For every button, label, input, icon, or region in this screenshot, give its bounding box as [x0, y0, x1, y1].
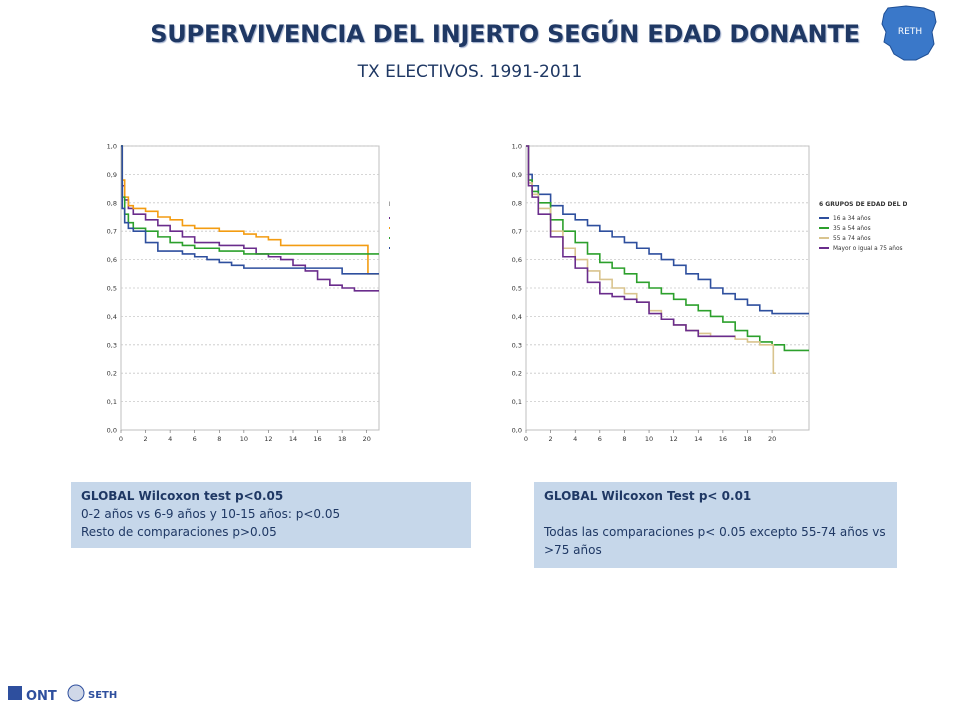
note-left-head: GLOBAL Wilcoxon test p<0.05 [81, 489, 284, 503]
legend-label: Mayor o igual a 75 años [833, 246, 903, 252]
x-tick-label: 18 [338, 435, 346, 443]
x-tick-label: 4 [168, 435, 172, 443]
x-tick-label: 20 [363, 435, 371, 443]
series-line [121, 145, 379, 275]
y-tick-label: 1,0 [512, 143, 522, 151]
svg-text:ONT: ONT [26, 689, 57, 704]
y-tick-label: 0,3 [107, 341, 117, 349]
seth-logo: SETH [67, 684, 117, 702]
x-tick-label: 12 [264, 435, 272, 443]
y-tick-label: 0,0 [512, 427, 522, 435]
x-tick-label: 2 [144, 435, 148, 443]
y-tick-label: 0,0 [107, 427, 117, 435]
note-left-line1: 0-2 años vs 6-9 años y 10-15 años: p<0.0… [81, 507, 341, 521]
y-tick-label: 0,9 [512, 171, 522, 179]
legend-title: 6 GRUPOS DE EDAD DEL DONANTE [819, 201, 907, 208]
y-tick-label: 0,5 [512, 285, 522, 293]
y-tick-label: 0,6 [107, 256, 117, 264]
legend-label: 35 a 54 años [833, 226, 871, 232]
series-line [121, 145, 379, 292]
x-tick-label: 16 [313, 435, 321, 443]
x-tick-label: 18 [743, 435, 751, 443]
y-tick-label: 0,3 [512, 341, 522, 349]
x-tick-label: 8 [622, 435, 626, 443]
legend-label: 16 a 34 años [833, 216, 871, 222]
legend-title: EDAD DONANTE [389, 201, 390, 208]
x-tick-label: 14 [289, 435, 297, 443]
page-title: SUPERVIVENCIA DEL INJERTO SEGÚN EDAD DON… [150, 20, 860, 48]
y-tick-label: 1,0 [107, 143, 117, 151]
x-tick-label: 6 [598, 435, 602, 443]
y-tick-label: 0,5 [107, 285, 117, 293]
y-tick-label: 0,4 [107, 313, 117, 321]
y-tick-label: 0,7 [107, 228, 117, 236]
page-subtitle: TX ELECTIVOS. 1991-2011 [357, 62, 583, 82]
x-tick-label: 16 [719, 435, 727, 443]
y-tick-label: 0,7 [512, 228, 522, 236]
y-tick-label: 0,2 [107, 370, 117, 378]
legend-label: 55 a 74 años [833, 236, 871, 242]
x-tick-label: 0 [524, 435, 528, 443]
x-tick-label: 4 [573, 435, 577, 443]
ont-logo: ONT [8, 686, 57, 704]
note-left-line2: Resto de comparaciones p>0.05 [81, 525, 277, 539]
y-tick-label: 0,9 [107, 171, 117, 179]
note-right: GLOBAL Wilcoxon Test p< 0.01 Todas las c… [534, 482, 897, 568]
y-tick-label: 0,8 [512, 199, 522, 207]
y-tick-label: 0,1 [107, 398, 117, 406]
y-tick-label: 0,4 [512, 313, 522, 321]
y-tick-label: 0,1 [512, 398, 522, 406]
series-line [526, 145, 736, 338]
x-tick-label: 20 [768, 435, 776, 443]
y-tick-label: 0,6 [512, 256, 522, 264]
chart-right: 0,0 0,1 0,2 0,3 0,4 0,5 0,6 0,7 0,8 0,9 1,0 0 2 4 6 8 10… [495, 130, 907, 452]
survival-chart-right: 0,0 0,1 0,2 0,3 0,4 0,5 0,6 0,7 0,8 0,9 1,0 0 2 4 6 8 10… [512, 143, 907, 444]
series-line [526, 145, 809, 315]
footer-logos: ONT SETH [6, 676, 126, 716]
x-tick-label: 12 [670, 435, 678, 443]
x-tick-label: 6 [193, 435, 197, 443]
x-tick-label: 10 [645, 435, 653, 443]
note-left: GLOBAL Wilcoxon test p<0.05 0-2 años vs … [71, 482, 471, 548]
series-line [121, 145, 379, 255]
chart-left: 0,0 0,1 0,2 0,3 0,4 0,5 0,6 0,7 0,8 0,9 1,0 0 2 4 6 8 10… [90, 130, 390, 452]
logo-label: RETH [898, 27, 922, 37]
spain-map-logo: RETH [876, 2, 946, 68]
x-tick-label: 0 [119, 435, 123, 443]
x-tick-label: 2 [549, 435, 553, 443]
x-tick-label: 10 [240, 435, 248, 443]
series-line [121, 145, 379, 275]
x-tick-label: 14 [694, 435, 702, 443]
x-tick-label: 8 [217, 435, 221, 443]
note-right-line1: Todas las comparaciones p< 0.05 excepto … [544, 525, 886, 557]
svg-text:SETH: SETH [88, 690, 117, 701]
survival-chart-left: 0,0 0,1 0,2 0,3 0,4 0,5 0,6 0,7 0,8 0,9 1,0 0 2 4 6 8 10… [107, 143, 390, 443]
note-right-head: GLOBAL Wilcoxon Test p< 0.01 [544, 489, 752, 503]
y-tick-label: 0,8 [107, 199, 117, 207]
y-tick-label: 0,2 [512, 370, 522, 378]
